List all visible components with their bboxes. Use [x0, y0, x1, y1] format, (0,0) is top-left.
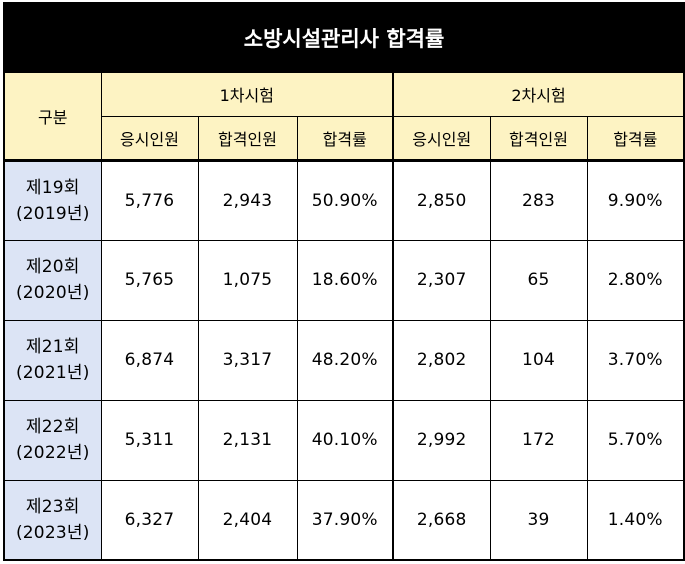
exam2-applicants-cell: 2,802: [392, 319, 491, 401]
exam1-pass-rate-cell: 40.10%: [296, 399, 394, 481]
exam2-passers-cell: 39: [489, 479, 588, 561]
row-label: 제20회 (2020년): [3, 239, 102, 321]
year-label: (2023년): [15, 522, 90, 543]
round-label: 제20회: [25, 257, 80, 277]
exam1-applicants-cell: 5,311: [100, 399, 199, 481]
exam1-passers-cell: 2,404: [197, 479, 298, 561]
round-label: 제19회: [25, 177, 80, 198]
exam2-pass-rate-cell: 1.40%: [586, 479, 685, 561]
table-row: 제20회 (2020년) 5,765 1,075 18.60% 2,307 65…: [3, 239, 685, 321]
exam2-passers-cell: 65: [489, 239, 588, 321]
exam2-applicants-cell: 2,668: [392, 479, 491, 561]
exam1-pass-rate-cell: 50.90%: [296, 159, 394, 241]
header-exam2-applicants: 응시인원: [392, 115, 491, 162]
table-row: 제19회 (2019년) 5,776 2,943 50.90% 2,850 28…: [3, 159, 685, 241]
exam2-applicants-cell: 2,992: [392, 399, 491, 481]
exam2-passers-cell: 172: [489, 399, 588, 481]
row-label: 제22회 (2022년): [3, 399, 102, 481]
exam2-applicants-cell: 2,850: [392, 159, 491, 241]
exam2-applicants-cell: 2,307: [392, 239, 491, 321]
row-label: 제21회 (2021년): [3, 319, 102, 401]
table-row: 제22회 (2022년) 5,311 2,131 40.10% 2,992 17…: [3, 399, 685, 481]
header-exam2-pass-rate: 합격률: [586, 115, 685, 162]
header-exam1: 1차시험: [100, 71, 394, 117]
header-exam1-applicants: 응시인원: [100, 115, 199, 162]
year-label: (2019년): [15, 203, 90, 224]
header-exam2-passers: 합격인원: [489, 115, 588, 162]
round-label: 제22회: [25, 417, 80, 437]
exam1-applicants-cell: 5,765: [100, 239, 199, 321]
year-label: (2022년): [15, 443, 90, 463]
row-label: 제19회 (2019년): [3, 159, 102, 241]
exam1-pass-rate-cell: 48.20%: [296, 319, 394, 401]
table-title: 소방시설관리사 합격률: [2, 2, 685, 73]
table-row: 제21회 (2021년) 6,874 3,317 48.20% 2,802 10…: [3, 319, 685, 401]
header-row-1: 구분 1차시험 2차시험: [3, 71, 685, 162]
header-exam1-pass-rate: 합격률: [296, 115, 394, 162]
round-label: 제21회: [25, 337, 80, 357]
exam2-pass-rate-cell: 2.80%: [586, 239, 685, 321]
year-label: (2020년): [15, 283, 90, 303]
exam2-pass-rate-cell: 3.70%: [586, 319, 685, 401]
title-row: 소방시설관리사 합격률: [2, 2, 685, 73]
round-label: 제23회: [25, 496, 80, 517]
exam2-pass-rate-cell: 5.70%: [586, 399, 685, 481]
exam2-passers-cell: 283: [489, 159, 588, 241]
row-label: 제23회 (2023년): [3, 479, 102, 561]
header-exam2: 2차시험: [391, 71, 685, 117]
exam2-pass-rate-cell: 9.90%: [586, 159, 685, 241]
exam1-passers-cell: 1,075: [197, 239, 298, 321]
exam1-passers-cell: 2,131: [197, 399, 298, 481]
exam1-applicants-cell: 6,327: [100, 479, 199, 561]
exam1-passers-cell: 2,943: [197, 159, 298, 241]
exam1-applicants-cell: 5,776: [100, 159, 199, 241]
exam1-pass-rate-cell: 18.60%: [296, 239, 394, 321]
year-label: (2021년): [15, 363, 90, 383]
table-row: 제23회 (2023년) 6,327 2,404 37.90% 2,668 39…: [3, 479, 685, 561]
header-row-2: 응시인원 합격인원 합격률 응시인원 합격인원 합격률: [4, 115, 685, 162]
exam1-passers-cell: 3,317: [197, 319, 298, 401]
header-exam1-passers: 합격인원: [197, 115, 298, 162]
exam2-passers-cell: 104: [489, 319, 588, 401]
exam1-applicants-cell: 6,874: [100, 319, 199, 401]
header-category: 구분: [3, 71, 102, 162]
exam1-pass-rate-cell: 37.90%: [296, 479, 394, 561]
